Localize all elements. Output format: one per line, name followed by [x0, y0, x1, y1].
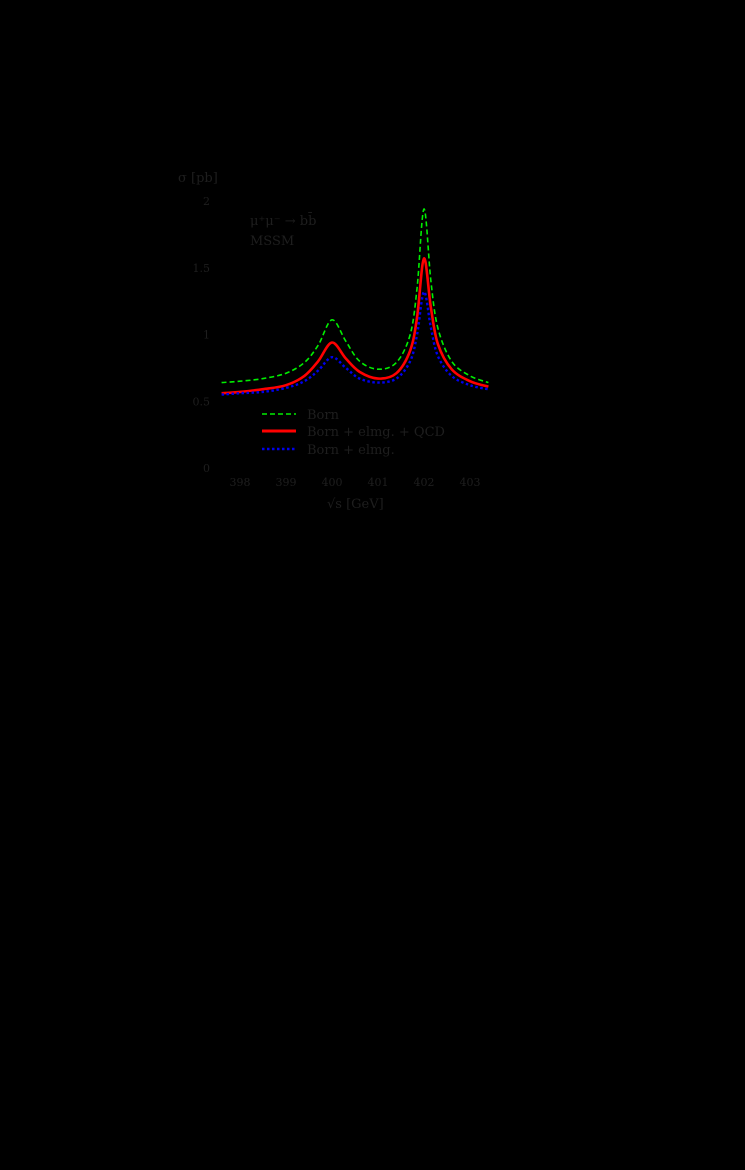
x-tick-label: 399 — [276, 476, 297, 489]
series-line-born-elmg — [221, 290, 489, 396]
legend-label-born-elmg: Born + elmg. — [307, 443, 395, 458]
plot-series — [221, 208, 489, 396]
series-line-born-elmg-qcd — [221, 257, 489, 395]
x-tick-label: 402 — [414, 476, 435, 489]
y-axis-label: σ [pb] — [178, 171, 218, 186]
y-tick-label: 0 — [203, 462, 210, 475]
legend: Born Born + elmg. + QCD Born + elmg. — [262, 408, 445, 458]
x-tick-label: 401 — [368, 476, 389, 489]
x-tick-label: 403 — [460, 476, 481, 489]
x-tick-label: 400 — [322, 476, 343, 489]
model-annotation: MSSM — [250, 234, 294, 249]
process-annotation: μ⁺μ⁻ → bb̄ — [250, 212, 316, 229]
legend-label-born-elmg-qcd: Born + elmg. + QCD — [307, 425, 445, 440]
x-tick-label: 398 — [230, 476, 251, 489]
y-tick-label: 2 — [203, 195, 210, 208]
y-tick-labels: 0 0.5 1 1.5 2 — [193, 195, 211, 475]
y-tick-label: 1.5 — [193, 262, 211, 275]
x-tick-labels: 398 399 400 401 402 403 — [230, 476, 481, 489]
y-tick-label: 1 — [203, 329, 210, 342]
series-line-born — [221, 208, 489, 384]
x-axis-label: √s [GeV] — [327, 497, 384, 512]
legend-label-born: Born — [307, 408, 340, 423]
y-tick-label: 0.5 — [193, 395, 211, 408]
